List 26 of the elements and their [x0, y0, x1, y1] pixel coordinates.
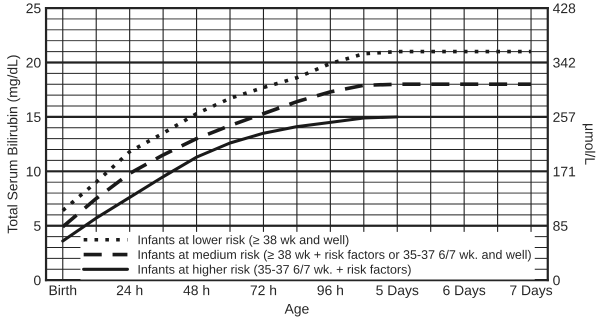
y-tick-label: 15: [26, 112, 41, 122]
y2-tick-label: 85: [553, 221, 568, 231]
y2-tick-label: 428: [552, 3, 576, 14]
x-tick-label: 72 h: [250, 285, 276, 296]
x-tick-label: 5 Days: [376, 286, 418, 298]
y2-tick-label: 257: [553, 112, 576, 122]
x-tick-label: 7 Days: [510, 286, 552, 298]
y2-tick-label: 171: [554, 166, 576, 176]
y-tick-label: 5: [34, 221, 41, 231]
y-axis-title: Total Serum Bilirubin (mg/dL): [7, 55, 20, 234]
y-tick-label: 0: [34, 275, 41, 286]
y-tick-label: 10: [26, 166, 41, 176]
y-tick-label: 20: [26, 58, 41, 68]
y2-tick-label: 0: [553, 275, 560, 286]
legend-label: Infants at lower risk (≥ 38 wk and well): [138, 235, 348, 247]
x-tick-label: 6 Days: [443, 285, 486, 298]
x-tick-label: 96 h: [317, 285, 343, 296]
y2-tick-label: 342: [553, 58, 576, 68]
x-axis-title: Age: [284, 304, 309, 316]
x-tick-label: Birth: [50, 285, 76, 296]
x-tick-label: 48 h: [183, 285, 210, 296]
y-tick-label: 25: [26, 3, 41, 14]
legend-label: Infants at medium risk (≥ 38 wk + risk factors or 35-37 6/7 wk. and well): [138, 250, 531, 262]
x-tick-label: 24 h: [116, 285, 142, 296]
y2-axis-title: μmol/L: [582, 124, 596, 165]
legend-label: Infants at higher risk (35-37 6/7 wk. + risk factors): [138, 264, 411, 276]
